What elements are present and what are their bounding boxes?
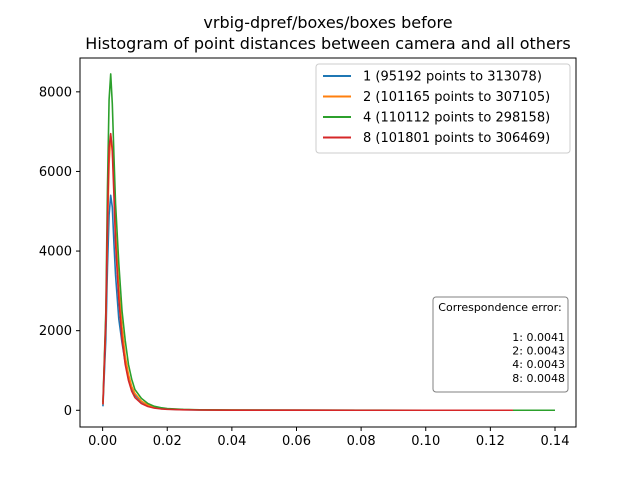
series-layer — [102, 73, 555, 412]
annotation-frame — [432, 296, 569, 393]
legend-label-3: 4 (110112 points to 298158) — [363, 111, 550, 126]
annotation-line: 2: 0.0043 — [512, 345, 565, 358]
annotation-heading: Correspondence error: — [438, 301, 561, 314]
legend-label-2: 2 (101165 points to 307105) — [363, 90, 550, 105]
x-tick-label: 0.02 — [153, 434, 182, 449]
x-tick-label: 0.12 — [476, 434, 505, 449]
y-tick-label: 6000 — [39, 165, 72, 180]
x-tick-label: 0.06 — [282, 434, 311, 449]
annotation-line: 1: 0.0041 — [512, 331, 565, 344]
legend-label-1: 1 (95192 points to 313078) — [363, 70, 542, 85]
y-axis: 0 2000 4000 6000 8000 — [39, 85, 80, 419]
legend-items: 1 (95192 points to 313078) 2 (101165 poin… — [323, 70, 550, 146]
chart-subtitle: Histogram of point distances between cam… — [85, 34, 570, 53]
x-tick-label: 0.08 — [347, 434, 376, 449]
series-line-4 — [102, 132, 513, 412]
x-tick-label: 0.10 — [411, 434, 440, 449]
x-tick-label: 0.04 — [217, 434, 246, 449]
annotation-line: 8: 0.0048 — [512, 372, 565, 385]
y-tick-label: 2000 — [39, 324, 72, 339]
x-tick-label: 0.00 — [88, 434, 117, 449]
legend: 1 (95192 points to 313078) 2 (101165 poin… — [315, 63, 571, 154]
y-tick-label: 0 — [64, 404, 72, 419]
y-tick-label: 4000 — [39, 245, 72, 260]
chart-title: vrbig-dpref/boxes/boxes before — [203, 13, 452, 32]
y-tick-label: 8000 — [39, 85, 72, 100]
legend-label-4: 8 (101801 points to 306469) — [363, 131, 550, 146]
x-tick-label: 0.14 — [541, 434, 570, 449]
plot-frame — [79, 57, 577, 428]
annotation-line: 4: 0.0043 — [512, 358, 565, 371]
legend-frame — [315, 63, 571, 154]
x-axis: 0.00 0.02 0.04 0.06 0.08 0.10 0.12 0.14 — [88, 427, 569, 449]
